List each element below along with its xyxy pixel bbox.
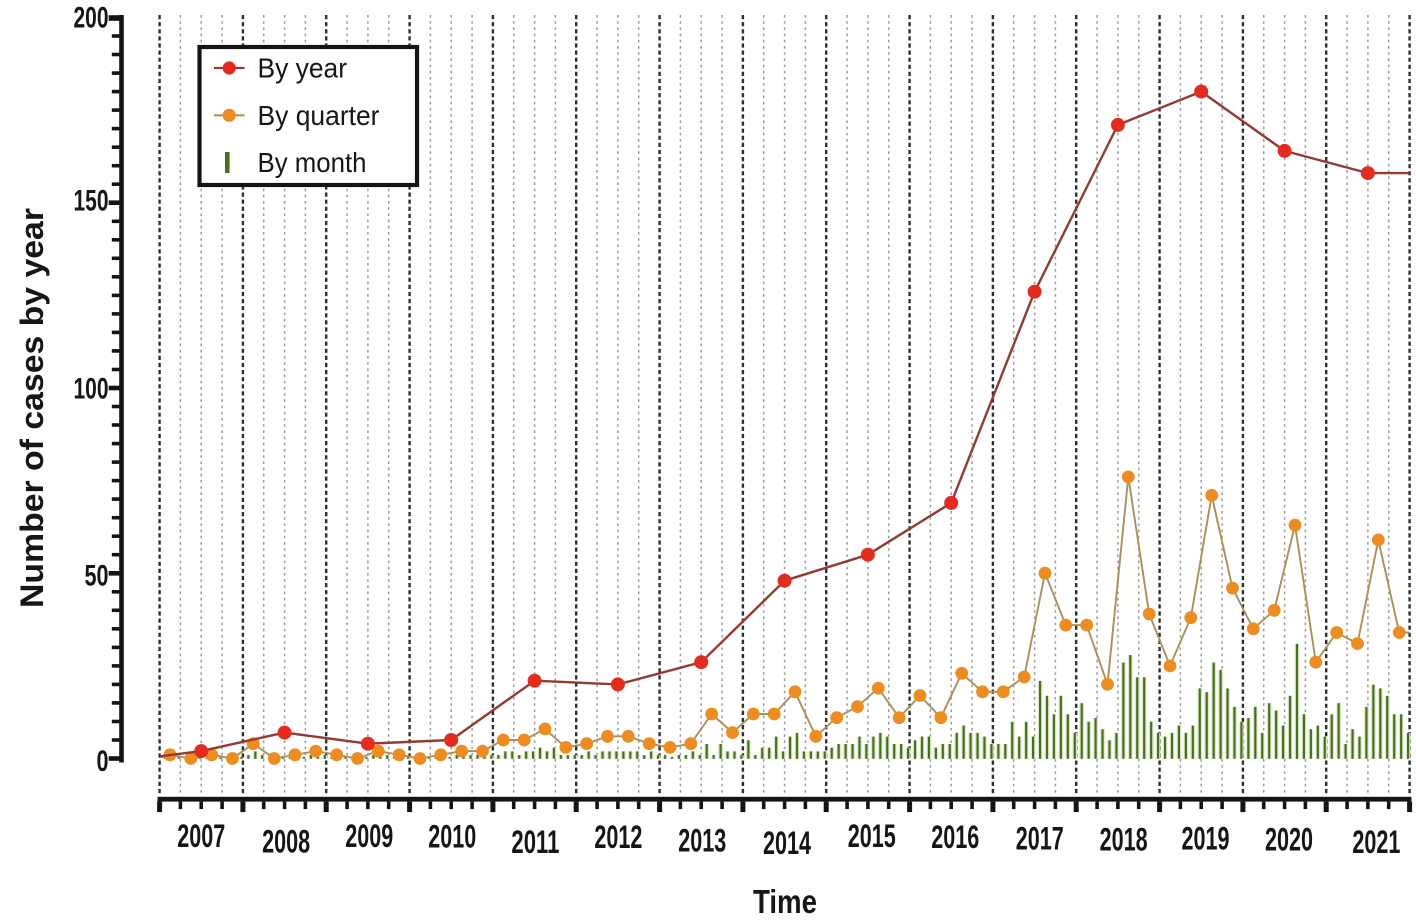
svg-text:2012: 2012 — [594, 819, 642, 855]
svg-text:50: 50 — [85, 560, 109, 593]
svg-text:2007: 2007 — [177, 818, 225, 854]
svg-text:2017: 2017 — [1016, 821, 1064, 857]
svg-text:100: 100 — [74, 373, 109, 406]
svg-text:150: 150 — [74, 184, 109, 217]
svg-text:2013: 2013 — [678, 823, 726, 859]
svg-text:2011: 2011 — [511, 824, 559, 860]
svg-text:2014: 2014 — [763, 825, 811, 861]
svg-text:2008: 2008 — [262, 824, 310, 860]
svg-text:2015: 2015 — [848, 818, 896, 854]
svg-text:Time: Time — [753, 883, 817, 920]
svg-text:2020: 2020 — [1265, 821, 1313, 857]
svg-text:By year: By year — [258, 53, 348, 84]
svg-text:2019: 2019 — [1182, 820, 1230, 856]
svg-text:2010: 2010 — [428, 819, 476, 855]
svg-text:2009: 2009 — [345, 818, 393, 854]
svg-text:2021: 2021 — [1352, 824, 1400, 860]
svg-text:0: 0 — [97, 745, 109, 778]
svg-text:By month: By month — [258, 147, 367, 178]
svg-text:200: 200 — [74, 2, 109, 35]
svg-text:2018: 2018 — [1100, 821, 1148, 857]
svg-text:By quarter: By quarter — [258, 100, 380, 131]
svg-text:Number of cases by year: Number of cases by year — [14, 208, 50, 608]
svg-text:2016: 2016 — [931, 819, 979, 855]
